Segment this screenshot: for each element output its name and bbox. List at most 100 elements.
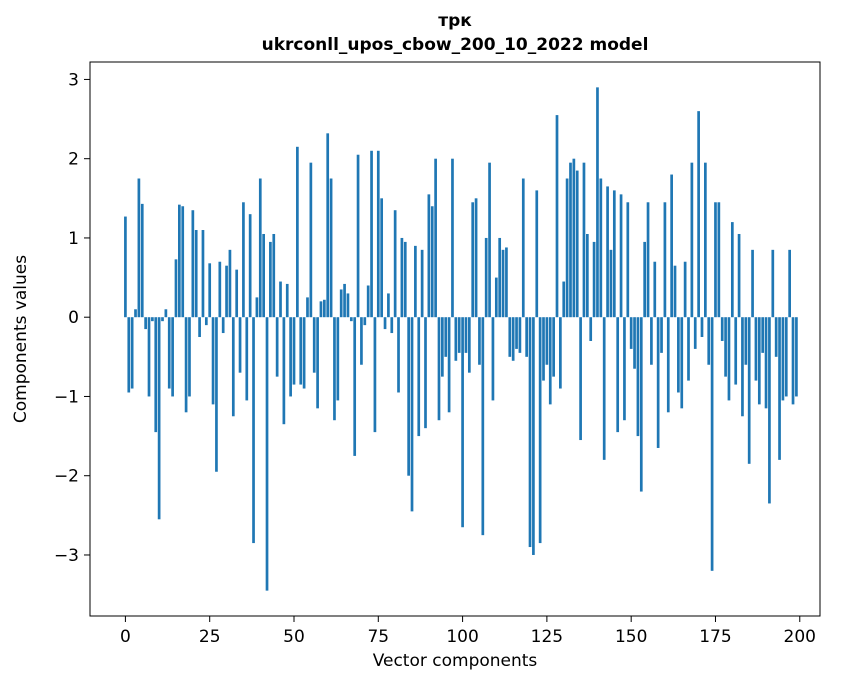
bar [454, 317, 458, 361]
bar [201, 230, 205, 318]
y-tick-label: 1 [68, 229, 79, 249]
bar [768, 317, 771, 504]
bar [370, 150, 373, 318]
bar [609, 249, 613, 318]
bar [451, 158, 454, 318]
bar [774, 317, 778, 357]
bar [275, 317, 279, 377]
bar [393, 210, 397, 318]
bar [434, 158, 437, 318]
bar [346, 293, 350, 318]
y-tick-label: −2 [54, 467, 79, 487]
bar [154, 317, 158, 433]
bar [349, 317, 353, 322]
bar [140, 203, 144, 318]
bar [639, 317, 643, 492]
bar [420, 249, 424, 318]
bar [525, 317, 528, 357]
bar [269, 241, 272, 318]
bar [407, 317, 410, 476]
bar [417, 317, 421, 437]
bar [360, 317, 363, 365]
bar [791, 317, 795, 405]
bar [704, 162, 707, 318]
bar [626, 202, 630, 318]
bar [188, 317, 191, 397]
bar [306, 297, 309, 318]
bar [697, 111, 700, 318]
bar [535, 190, 539, 318]
bar [623, 317, 626, 421]
bar [336, 317, 340, 401]
bar [430, 206, 434, 318]
bar [602, 317, 606, 460]
bar [552, 317, 555, 377]
bar [650, 317, 653, 365]
bar [258, 178, 262, 318]
bar [343, 283, 346, 318]
bar [730, 222, 734, 318]
bar [747, 317, 751, 464]
bar [194, 230, 198, 318]
bar [484, 237, 488, 318]
bar [599, 178, 603, 318]
bar [151, 317, 154, 322]
x-tick-label: 0 [120, 627, 131, 647]
bar [390, 317, 394, 334]
bar [481, 317, 485, 536]
x-tick-label: 25 [199, 627, 221, 647]
bar [127, 317, 131, 393]
bar [663, 202, 667, 318]
bar [302, 317, 306, 389]
bar [157, 317, 161, 520]
bar [461, 317, 464, 528]
bar [680, 317, 684, 409]
y-axis-label: Components values [11, 255, 31, 423]
bar [464, 317, 468, 353]
bar [292, 317, 296, 385]
bar [339, 289, 343, 318]
bar [174, 259, 178, 318]
bar [474, 198, 478, 318]
bar [542, 317, 545, 381]
bar [505, 247, 508, 318]
bar [441, 317, 444, 377]
bar [515, 317, 518, 349]
bar [562, 281, 566, 318]
bar [744, 317, 748, 365]
bar [204, 317, 208, 326]
bar [147, 317, 151, 397]
bar [498, 237, 502, 318]
x-tick-label: 50 [283, 627, 305, 647]
bar [191, 210, 195, 318]
bar [130, 317, 134, 389]
bars-group [124, 87, 798, 591]
bar [737, 233, 741, 318]
bar [410, 317, 414, 512]
bar [414, 245, 417, 318]
bar [788, 249, 791, 318]
bar [569, 162, 572, 318]
bar [218, 261, 222, 318]
bar [586, 233, 589, 318]
bar [548, 317, 552, 405]
bar [353, 317, 357, 456]
bar [333, 317, 336, 421]
bar [134, 309, 137, 318]
bar [501, 249, 505, 318]
bar [784, 317, 788, 397]
bar [363, 317, 367, 326]
bar [606, 186, 609, 318]
bar [235, 269, 239, 318]
bar [565, 178, 569, 318]
plot-area [89, 61, 821, 617]
bar [262, 233, 265, 318]
bar [231, 317, 235, 417]
x-tick-label: 175 [699, 627, 731, 647]
bar [727, 317, 731, 401]
bar [272, 233, 276, 318]
bar [167, 317, 171, 389]
bar [242, 202, 245, 318]
bar [178, 204, 181, 318]
bar [312, 317, 316, 373]
